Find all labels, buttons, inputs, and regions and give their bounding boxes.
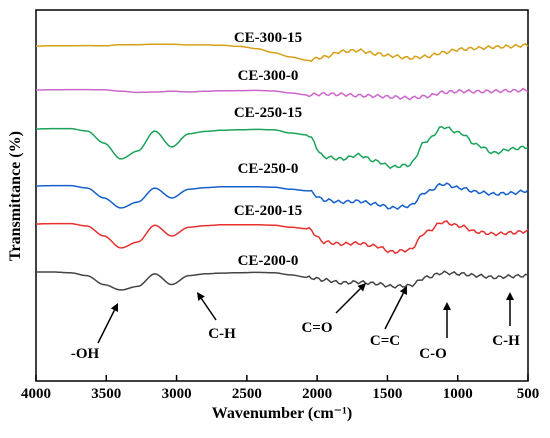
series-line [36, 270, 529, 291]
x-tick-label: 4000 [21, 386, 51, 402]
series-line [36, 43, 529, 63]
annotation-arrowhead [357, 283, 366, 292]
series-label: CE-300-15 [234, 30, 302, 46]
annotation-label: C=C [370, 333, 400, 349]
annotation-label: -OH [71, 346, 100, 362]
annotation-arrow [200, 298, 217, 321]
x-axis-title: Wavenumber (cm⁻¹) [212, 405, 352, 422]
x-axis-ticks: 4000 3500 3000 2500 2000 1500 1000 500 [21, 375, 539, 402]
annotation-arrow [384, 292, 405, 330]
x-tick-label: 1000 [443, 386, 473, 402]
annotation-arrowhead [197, 292, 205, 301]
series-line [36, 126, 529, 170]
annotation-arrowhead [443, 302, 451, 310]
series-layer [36, 43, 529, 291]
annotation-arrowhead [399, 286, 407, 295]
annotation-arrow [97, 309, 116, 344]
x-tick-label: 1500 [372, 386, 402, 402]
y-axis-title: Transmittance (%) [7, 131, 24, 261]
x-tick-label: 3500 [91, 386, 121, 402]
annotations: -OH C-H C=O C=C C-O C-H [71, 283, 520, 362]
series-label: CE-250-15 [234, 105, 302, 121]
series-label: CE-200-15 [234, 203, 302, 219]
series-line [36, 220, 529, 254]
annotation-label: C-H [492, 333, 520, 349]
series-line [36, 182, 529, 211]
plot-border [35, 9, 529, 382]
x-tick-label: 2500 [232, 386, 262, 402]
plot-frame [35, 9, 529, 382]
series-label: CE-300-0 [238, 68, 299, 84]
annotation-arrowhead [506, 292, 514, 300]
annotation-arrow [335, 288, 361, 314]
annotation-label: C=O [301, 320, 332, 336]
annotation-label: C-O [419, 346, 447, 362]
x-tick-label: 500 [517, 386, 540, 402]
series-labels: CE-300-15 CE-300-0 CE-250-15 CE-250-0 CE-200… [234, 30, 302, 269]
series-label: CE-250-0 [238, 161, 299, 177]
series-line [36, 87, 529, 101]
x-tick-label: 3000 [162, 386, 192, 402]
x-tick-label: 2000 [302, 386, 332, 402]
annotation-label: C-H [208, 326, 236, 342]
series-label: CE-200-0 [238, 253, 299, 269]
annotation-arrowhead [110, 303, 118, 312]
